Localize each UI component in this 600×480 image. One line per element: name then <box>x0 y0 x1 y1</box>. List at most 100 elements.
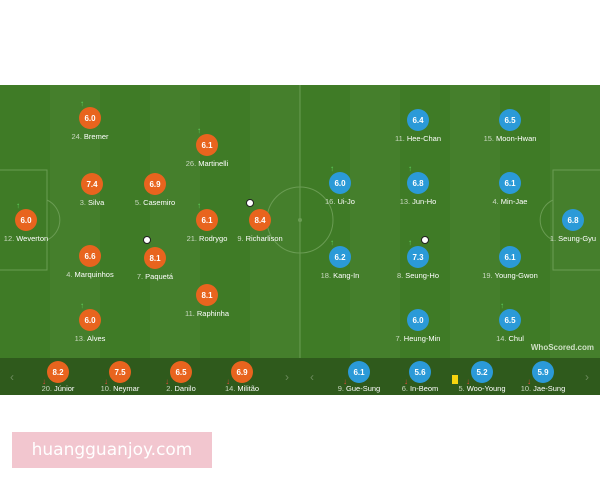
rating: 6.0 <box>412 316 424 325</box>
player-number: 5. <box>135 198 141 207</box>
rating-badge <box>499 172 521 194</box>
brand: WhoScored.com <box>531 343 594 352</box>
arrow-left[interactable]: ‹ <box>10 370 14 384</box>
rating: 7.5 <box>114 368 126 377</box>
rating: 6.0 <box>334 179 346 188</box>
rating: 6.1 <box>201 216 213 225</box>
player-label: 24. Bremer <box>71 132 109 141</box>
player-label: 11. Hee-Chan <box>395 134 441 143</box>
player-name: Young-Gwon <box>495 271 538 280</box>
stripes <box>50 85 600 358</box>
player-name: Gue-Sung <box>346 384 380 393</box>
player-label: 13. Alves <box>75 334 106 343</box>
rating-badge <box>407 172 429 194</box>
player-number: 7. <box>137 272 143 281</box>
rating-badge <box>562 209 584 231</box>
rating-badge <box>249 209 271 231</box>
player-name: Júnior <box>54 384 75 393</box>
player-number: 16. <box>325 197 335 206</box>
player-label: 18. Kang-In <box>321 271 360 280</box>
player-name: Neymar <box>113 384 140 393</box>
player-label: 12. Weverton <box>4 234 48 243</box>
goal-ball <box>246 199 254 207</box>
player-label: 16. Ui-Jo <box>325 197 355 206</box>
player-name: Woo-Young <box>467 384 506 393</box>
arrow-right[interactable]: › <box>585 370 589 384</box>
player-number: 6. <box>402 384 408 393</box>
player-label: 15. Moon-Hwan <box>484 134 537 143</box>
player-number: 4. <box>66 270 72 279</box>
arrow-left[interactable]: ‹ <box>310 370 314 384</box>
rating: 6.8 <box>412 179 424 188</box>
rating-badge <box>329 172 351 194</box>
player-number: 9. <box>237 234 243 243</box>
rating-badge <box>47 361 69 383</box>
player-number: 4. <box>493 197 499 206</box>
player-label: 26. Martinelli <box>186 159 229 168</box>
rating: 6.9 <box>236 368 248 377</box>
stripe <box>450 85 500 358</box>
sub-arrow: ↑ <box>500 301 504 310</box>
rating: 6.5 <box>504 316 516 325</box>
rating-badge <box>499 246 521 268</box>
arrow-right[interactable]: › <box>285 370 289 384</box>
rating: 5.9 <box>537 368 549 377</box>
sub-arrow-down: ↓ <box>226 377 230 386</box>
rating-badge <box>407 246 429 268</box>
player-name: Alves <box>87 334 106 343</box>
player-name: Hee-Chan <box>407 134 441 143</box>
player-number: 20. <box>42 384 52 393</box>
player-label: 6. In-Beom <box>402 384 439 393</box>
player-number: 2. <box>166 384 172 393</box>
rating-badge <box>348 361 370 383</box>
sub-arrow: ↑ <box>80 301 84 310</box>
player-name: Raphinha <box>197 309 230 318</box>
player-name: Weverton <box>16 234 48 243</box>
player-name: Moon-Hwan <box>496 134 536 143</box>
player-label: 9. Richarlison <box>237 234 282 243</box>
player-number: 11. <box>395 134 405 143</box>
player-number: 10. <box>101 384 111 393</box>
player-number: 26. <box>186 159 196 168</box>
rating-badge <box>532 361 554 383</box>
rating: 8.4 <box>254 216 266 225</box>
rating-badge <box>81 173 103 195</box>
rating: 6.1 <box>504 179 516 188</box>
player-label: 14. Chul <box>496 334 524 343</box>
goal-ball <box>143 236 151 244</box>
player-number: 8. <box>397 271 403 280</box>
sub-arrow: ↑ <box>330 238 334 247</box>
sub-arrow-down: ↓ <box>104 377 108 386</box>
player-label: 19. Young-Gwon <box>482 271 538 280</box>
player-name: Marquinhos <box>75 270 114 279</box>
player-label: 7. Heung-Min <box>396 334 441 343</box>
player-label: 7. Paquetá <box>137 272 174 281</box>
sub-arrow: ↑ <box>408 164 412 173</box>
player-name: Richarlison <box>246 234 283 243</box>
player-label: 4. Min-Jae <box>493 197 528 206</box>
rating-badge <box>407 109 429 131</box>
player-name: In-Beom <box>410 384 438 393</box>
player-number: 14. <box>225 384 235 393</box>
rating: 6.2 <box>334 253 346 262</box>
player-label: 2. Danilo <box>166 384 196 393</box>
player-label: 20. Júnior <box>42 384 75 393</box>
player-number: 15. <box>484 134 494 143</box>
player-number: 24. <box>71 132 81 141</box>
rating: 6.1 <box>353 368 365 377</box>
subs-bar <box>0 358 600 395</box>
rating-badge <box>409 361 431 383</box>
player-number: 13. <box>75 334 85 343</box>
player-label: 1. Seung-Gyu <box>550 234 596 243</box>
player-number: 21. <box>187 234 197 243</box>
rating-badge <box>144 173 166 195</box>
player-number: 13. <box>400 197 410 206</box>
player-label: 3. Silva <box>80 198 105 207</box>
rating-badge <box>471 361 493 383</box>
rating: 8.1 <box>201 291 213 300</box>
rating: 6.1 <box>504 253 516 262</box>
rating-badge <box>407 309 429 331</box>
player-name: Ui-Jo <box>337 197 355 206</box>
player-label: 10. Jae-Sung <box>521 384 566 393</box>
